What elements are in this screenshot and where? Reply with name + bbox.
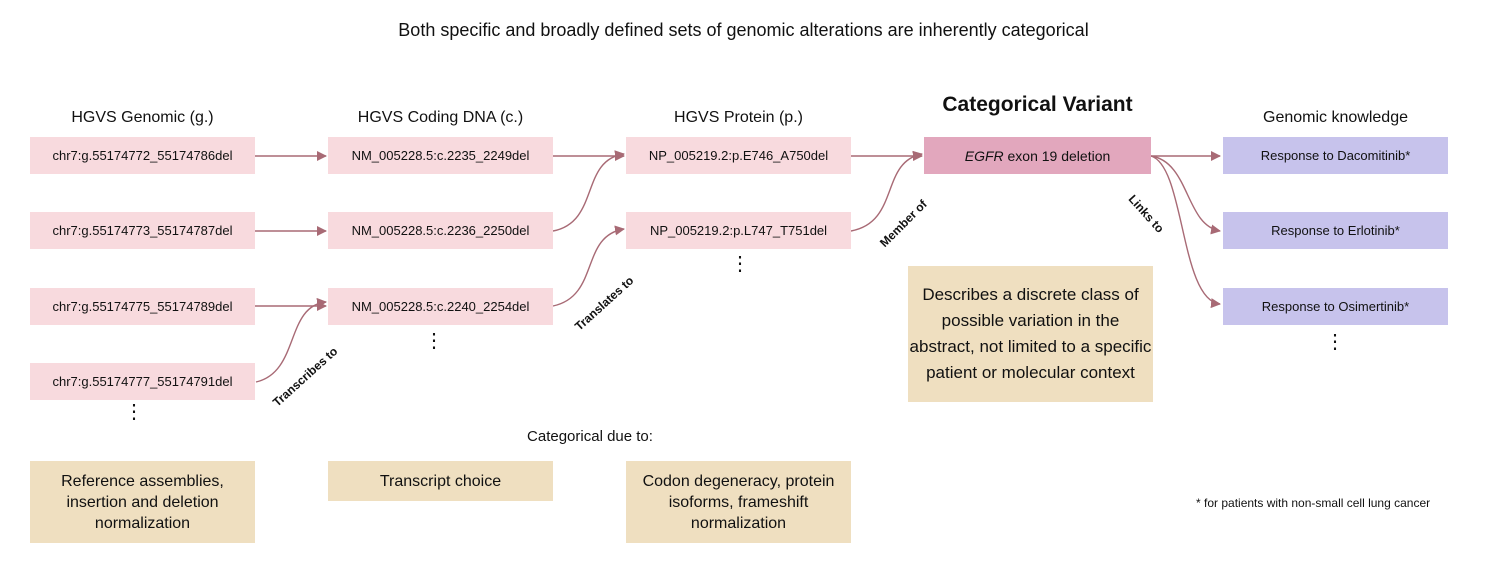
categorical-due-to-label: Categorical due to: bbox=[527, 428, 653, 445]
coding-item: NM_005228.5:c.2236_2250del bbox=[328, 212, 553, 249]
coding-ellipsis: ⋮ bbox=[424, 330, 444, 352]
arrow-p2-cv bbox=[850, 150, 923, 232]
reason-reference-assemblies: Reference assemblies, insertion and dele… bbox=[30, 461, 255, 543]
genomic-ellipsis: ⋮ bbox=[124, 401, 144, 423]
genomic-item: chr7:g.55174777_55174791del bbox=[30, 363, 255, 400]
genomic-item: chr7:g.55174773_55174787del bbox=[30, 212, 255, 249]
protein-item: NP_005219.2:p.L747_T751del bbox=[626, 212, 851, 249]
diagram-title: Both specific and broadly defined sets o… bbox=[398, 20, 1089, 40]
arrow-cv-k3 bbox=[1150, 155, 1221, 309]
categorical-variant-box: EGFR exon 19 deletion bbox=[924, 137, 1151, 174]
arrow-c2-p1 bbox=[552, 150, 625, 232]
coding-item: NM_005228.5:c.2240_2254del bbox=[328, 288, 553, 325]
header-coding: HGVS Coding DNA (c.) bbox=[357, 109, 524, 126]
categorical-variant-label: exon 19 deletion bbox=[1003, 147, 1111, 164]
arrow-cv-k2 bbox=[1150, 155, 1221, 235]
header-knowledge: Genomic knowledge bbox=[1263, 109, 1408, 126]
protein-item: NP_005219.2:p.E746_A750del bbox=[626, 137, 851, 174]
reason-codon-degeneracy: Codon degeneracy, protein isoforms, fram… bbox=[626, 461, 851, 543]
arrow-c3-p2 bbox=[552, 225, 625, 307]
header-protein: HGVS Protein (p.) bbox=[674, 109, 803, 126]
coding-item: NM_005228.5:c.2235_2249del bbox=[328, 137, 553, 174]
categorical-variant-description: Describes a discrete class of possible v… bbox=[908, 266, 1153, 402]
knowledge-ellipsis: ⋮ bbox=[1325, 331, 1345, 353]
arrow-g4-c3 bbox=[255, 297, 327, 383]
genomic-item: chr7:g.55174775_55174789del bbox=[30, 288, 255, 325]
header-genomic: HGVS Genomic (g.) bbox=[71, 109, 214, 126]
knowledge-item: Response to Erlotinib* bbox=[1223, 212, 1448, 249]
categorical-variant-gene: EGFR bbox=[964, 147, 1004, 164]
footnote: * for patients with non-small cell lung … bbox=[1196, 496, 1431, 510]
reason-transcript-choice: Transcript choice bbox=[328, 461, 553, 501]
genomic-item: chr7:g.55174772_55174786del bbox=[30, 137, 255, 174]
knowledge-item: Response to Dacomitinib* bbox=[1223, 137, 1448, 174]
knowledge-item: Response to Osimertinib* bbox=[1223, 288, 1448, 325]
header-categorical: Categorical Variant bbox=[942, 93, 1133, 116]
protein-ellipsis: ⋮ bbox=[730, 253, 750, 275]
